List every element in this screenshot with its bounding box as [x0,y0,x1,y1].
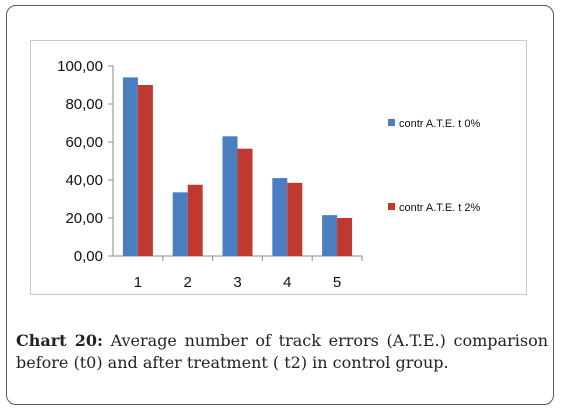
x-tick-label: 1 [134,274,142,291]
legend-swatch-2 [388,203,395,210]
y-tick-label: 80,00 [65,96,103,113]
bar-series-1-cat-2 [172,192,188,256]
y-tick-label: 40,00 [65,172,103,189]
bar-series-1-cat-4 [272,178,288,256]
x-tick-label: 2 [184,274,192,291]
y-tick-label: 20,00 [65,210,103,227]
x-tick-label: 3 [233,274,241,291]
legend-label-1: contr A.T.E. t 0% [399,118,481,130]
bar-series-2-cat-3 [237,148,253,256]
y-tick-label: 60,00 [65,134,103,151]
x-tick-label: 5 [333,274,341,291]
bar-series-2-cat-1 [137,85,153,256]
caption-lead: Chart 20: [16,331,103,350]
caption-text: Average number of track errors (A.T.E.) … [16,331,549,372]
bar-series-2-cat-5 [337,218,353,256]
bar-series-1-cat-5 [322,215,338,256]
bar-series-2-cat-4 [287,182,303,256]
legend-swatch-1 [388,119,395,126]
y-tick-label: 100,00 [57,58,103,75]
x-tick-label: 4 [283,274,291,291]
legend-label-2: contr A.T.E. t 2% [399,202,481,214]
bar-series-1-cat-1 [122,77,138,257]
y-tick-label: 0,00 [74,248,103,265]
bar-chart: 0,00 20,00 40,00 60,00 80,00 100,00 1 2 3 4 5 contr… [57,58,481,291]
figure-caption: Chart 20: Average number of track errors… [16,330,548,374]
bar-series-2-cat-2 [187,184,203,256]
bar-series-1-cat-3 [222,136,238,256]
